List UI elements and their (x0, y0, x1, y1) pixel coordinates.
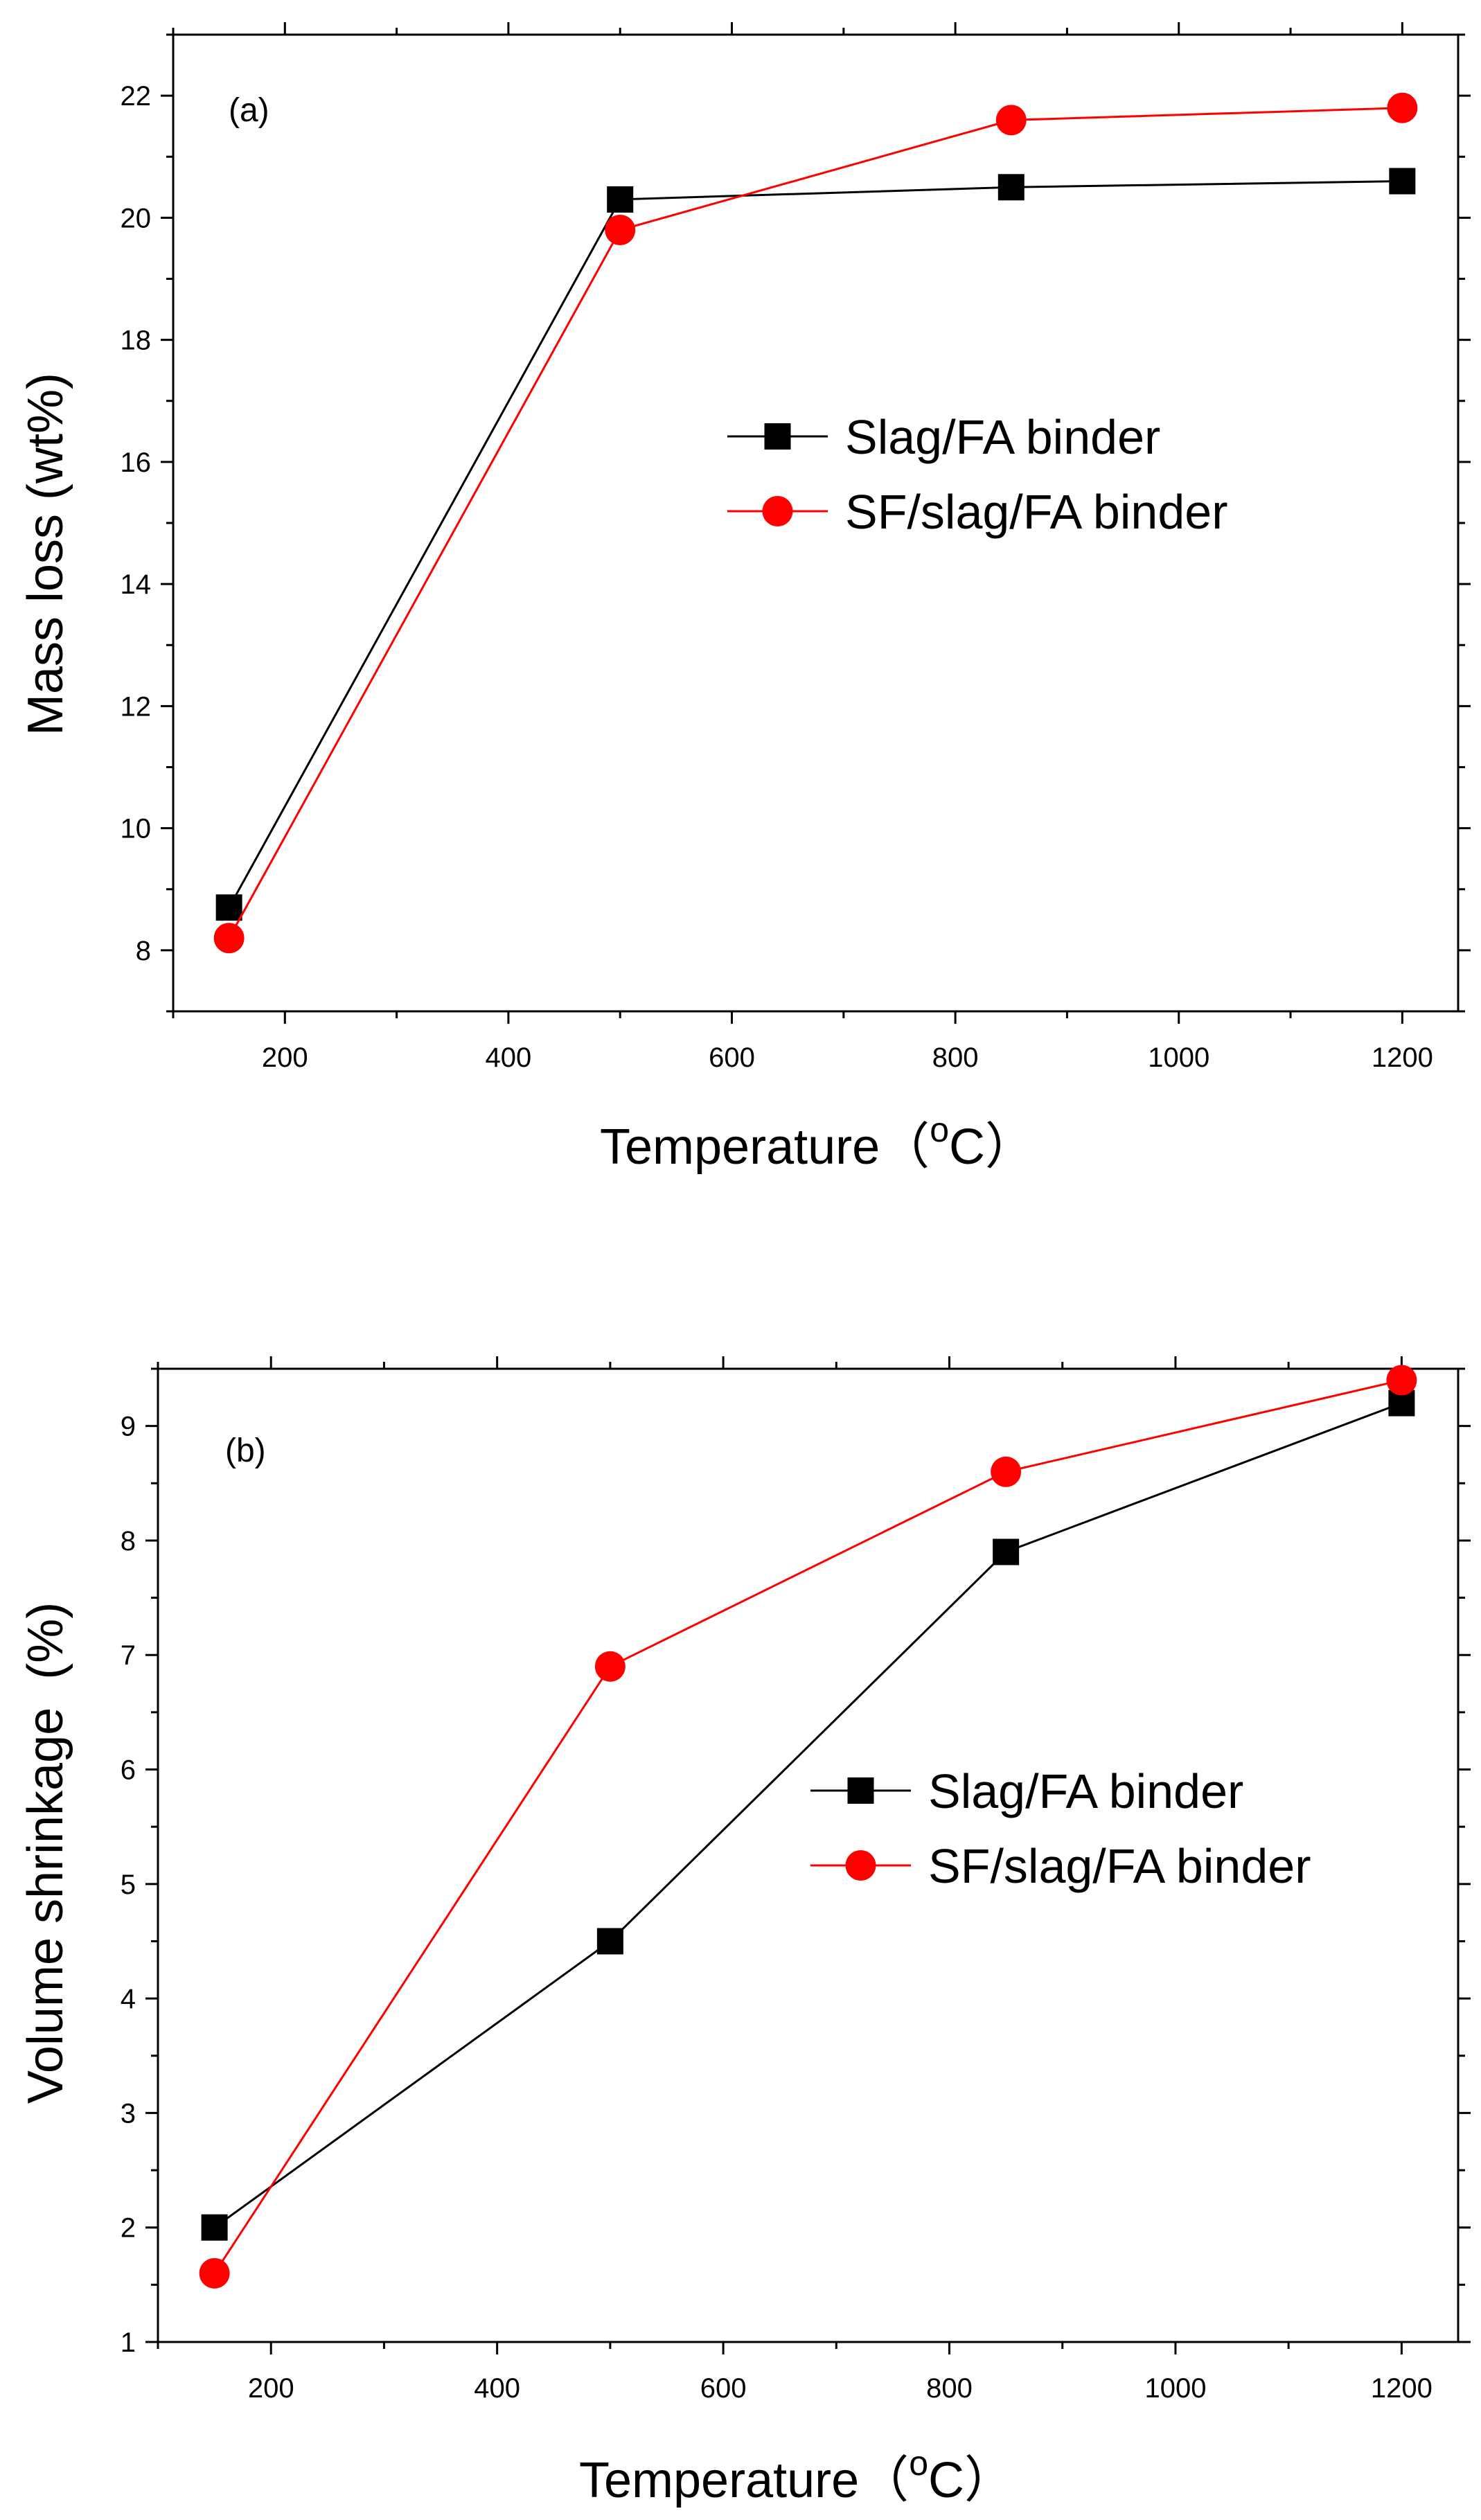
legend-label: SF/slag/FA binder (845, 485, 1228, 539)
legend-marker-square (764, 423, 791, 450)
x-axis-title-superscript: o (909, 2444, 928, 2483)
data-point-square (1389, 168, 1416, 195)
series-line-1 (228, 180, 1403, 908)
y-tick-label: 7 (121, 1640, 136, 1671)
y-tick-label: 9 (121, 1412, 136, 1442)
x-tick-label: 1000 (1144, 2373, 1206, 2404)
x-axis-title-text: Temperature（ (579, 2453, 909, 2508)
legend-marker-square (847, 1777, 874, 1804)
x-tick-label: 200 (262, 1042, 308, 1073)
data-point-square (596, 1928, 623, 1955)
y-tick-label: 5 (121, 1870, 136, 1900)
chart-panel-b: 200 400 600 800 1000 1200 1 2 3 4 5 6 7 8 9 Volume shri… (18, 1356, 1471, 2508)
data-point-circle (605, 215, 636, 245)
x-tick-label: 400 (486, 1042, 532, 1073)
data-point-square (215, 894, 242, 921)
series-line-2 (228, 107, 1403, 939)
y-tick-label: 14 (121, 569, 152, 600)
x-axis-title-unit: C） (949, 1119, 1035, 1175)
data-point-circle (1387, 92, 1418, 123)
x-tick-label: 1200 (1371, 2373, 1433, 2404)
y-tick-label: 20 (121, 203, 152, 233)
x-tick-label: 600 (709, 1042, 755, 1073)
x-tick-label: 200 (248, 2373, 294, 2404)
panel-label: (a) (229, 92, 269, 129)
data-point-square (997, 174, 1025, 201)
y-axis-title: Mass loss (wt%) (18, 373, 73, 736)
data-point-square (201, 2214, 228, 2241)
x-axis-title: Temperature（oC） (600, 1110, 1035, 1175)
y-tick-label: 10 (121, 814, 152, 844)
y-axis-title: Volume shrinkage (%) (18, 1602, 73, 2104)
data-point-circle (1386, 1365, 1417, 1396)
x-axis-title: Temperature（oC） (579, 2444, 1014, 2508)
series-line-2 (213, 1379, 1402, 2274)
data-point-square (607, 186, 634, 213)
data-point-circle (991, 1456, 1022, 1487)
y-tick-label: 8 (121, 1526, 136, 1556)
x-axis-title-text: Temperature（ (600, 1119, 930, 1175)
x-tick-label: 1200 (1372, 1042, 1433, 1073)
y-tick-label: 12 (121, 691, 152, 722)
series-line-1 (213, 1402, 1402, 2228)
y-tick-label: 1 (121, 2327, 136, 2358)
x-tick-label: 400 (474, 2373, 520, 2404)
y-tick-label: 4 (121, 1984, 136, 2014)
y-tick-label: 16 (121, 447, 152, 478)
x-axis-title-unit: C） (928, 2453, 1014, 2508)
legend-label: SF/slag/FA binder (928, 1839, 1311, 1893)
y-tick-label: 8 (136, 936, 151, 966)
legend-marker-circle (762, 496, 793, 526)
y-tick-label: 6 (121, 1755, 136, 1786)
y-tick-label: 2 (121, 2213, 136, 2244)
data-point-circle (995, 105, 1027, 136)
data-point-circle (594, 1651, 626, 1682)
data-point-circle (213, 923, 245, 954)
legend-marker-circle (845, 1850, 876, 1881)
y-tick-label: 22 (121, 81, 152, 112)
chart-panel-a: 200 400 600 800 1000 1200 8 10 12 14 16 18 20 22 Mass … (18, 22, 1471, 1175)
x-tick-label: 800 (932, 1042, 979, 1073)
panel-label: (b) (225, 1432, 266, 1469)
y-tick-label: 18 (121, 326, 152, 356)
x-axis-title-superscript: o (930, 1110, 949, 1149)
x-tick-label: 800 (926, 2373, 973, 2404)
data-point-square (993, 1538, 1020, 1565)
x-tick-label: 1000 (1148, 1042, 1209, 1073)
data-point-circle (199, 2257, 230, 2289)
legend-label: Slag/FA binder (845, 410, 1160, 464)
legend-label: Slag/FA binder (928, 1764, 1243, 1818)
plot-frame (157, 1367, 1460, 2343)
x-tick-label: 600 (700, 2373, 747, 2404)
y-tick-label: 3 (121, 2098, 136, 2129)
